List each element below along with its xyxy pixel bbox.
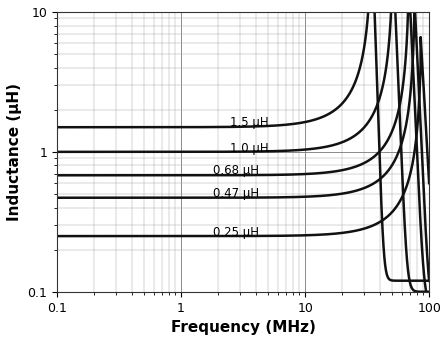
Text: 0.47 μH: 0.47 μH bbox=[213, 187, 259, 200]
Text: 0.25 μH: 0.25 μH bbox=[213, 226, 259, 239]
Text: 1.0 μH: 1.0 μH bbox=[230, 142, 269, 155]
Text: 0.68 μH: 0.68 μH bbox=[213, 165, 259, 177]
Y-axis label: Inductance (μH): Inductance (μH) bbox=[7, 83, 22, 221]
X-axis label: Frequency (MHz): Frequency (MHz) bbox=[171, 320, 315, 335]
Text: 1.5 μH: 1.5 μH bbox=[230, 116, 269, 129]
